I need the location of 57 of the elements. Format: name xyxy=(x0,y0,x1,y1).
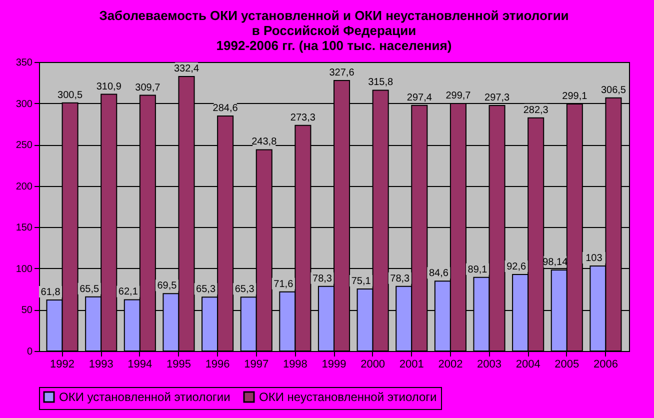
data-label: 92,6 xyxy=(506,262,526,273)
text: Заболеваемость ОКИ установленной и ОКИ неустановленной этиологии xyxy=(99,8,569,23)
x-tick-label: 2002 xyxy=(438,358,463,370)
x-tick-label: 2001 xyxy=(399,358,424,370)
data-label: 65,5 xyxy=(80,284,100,295)
data-label: 78,3 xyxy=(312,273,332,284)
data-label: 89,1 xyxy=(468,264,488,276)
y-tick-label: 250 xyxy=(16,140,33,152)
x-tick-label: 1992 xyxy=(50,358,75,370)
text: 1992-2006 гг. (на 100 тыс. населения) xyxy=(216,38,452,53)
data-label: 297,3 xyxy=(484,92,510,104)
data-label: 62,1 xyxy=(118,286,138,298)
data-label: 282,3 xyxy=(523,104,549,116)
data-label: 332,4 xyxy=(174,64,200,75)
x-tick-label: 2004 xyxy=(516,358,540,370)
data-label: 327,6 xyxy=(329,67,355,78)
data-label: 65,3 xyxy=(234,284,255,296)
y-tick-label: 0 xyxy=(26,346,33,358)
x-tick-label: 1997 xyxy=(244,358,269,370)
x-tick-label: 1999 xyxy=(322,358,346,370)
data-label: 297,4 xyxy=(406,92,432,104)
data-label: 284,6 xyxy=(212,103,238,114)
data-label: 243,8 xyxy=(252,136,278,148)
y-tick-label: 50 xyxy=(21,305,33,316)
data-label: 273,3 xyxy=(290,112,316,124)
data-label: 61,8 xyxy=(40,286,61,298)
y-tick-label: 350 xyxy=(16,58,33,68)
x-tick-label: 2005 xyxy=(554,358,580,370)
data-label: 71,6 xyxy=(274,278,294,290)
data-label: 306,5 xyxy=(600,84,626,96)
data-label: 65,3 xyxy=(196,284,216,296)
legend-label: ОКИ неустановленной этиологи xyxy=(259,390,437,404)
data-label: 103 xyxy=(586,252,603,264)
data-label: 299,7 xyxy=(446,90,472,102)
data-label: 75,1 xyxy=(351,276,372,287)
data-label: 300,5 xyxy=(58,90,83,101)
data-label: 309,7 xyxy=(135,82,161,94)
x-tick-label: 2000 xyxy=(360,358,386,370)
x-tick-label: 1995 xyxy=(166,358,191,370)
y-tick-label: 300 xyxy=(16,98,33,110)
y-tick-label: 150 xyxy=(16,222,33,234)
x-tick-label: 1994 xyxy=(128,358,152,370)
x-tick-label: 2006 xyxy=(593,358,618,370)
data-label: 84,6 xyxy=(428,268,449,280)
y-tick-label: 200 xyxy=(16,181,33,192)
data-label: 69,5 xyxy=(157,280,178,292)
x-tick-label: 2003 xyxy=(477,358,502,370)
data-label: 310,9 xyxy=(96,81,122,92)
text: в Российской Федерации xyxy=(252,23,416,38)
x-tick-label: 1996 xyxy=(205,358,230,370)
x-tick-label: 1993 xyxy=(88,358,114,370)
y-tick-label: 100 xyxy=(16,264,33,275)
data-label: 315,8 xyxy=(368,77,394,88)
data-label: 78,3 xyxy=(390,273,410,284)
x-tick-label: 1998 xyxy=(282,358,308,370)
data-label: 299,1 xyxy=(562,91,588,102)
legend-label: ОКИ установленной этиологии xyxy=(59,390,230,404)
